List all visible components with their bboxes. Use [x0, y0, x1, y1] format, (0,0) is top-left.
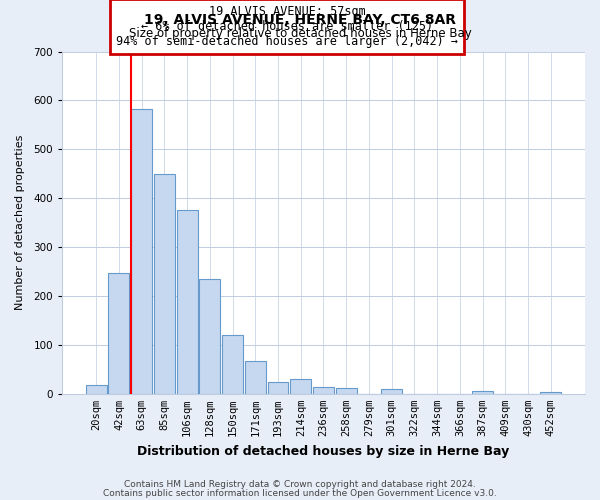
Text: Size of property relative to detached houses in Herne Bay: Size of property relative to detached ho… [128, 28, 472, 40]
Bar [268, 382, 289, 394]
Bar [199, 279, 220, 394]
Bar [176, 210, 197, 394]
Text: 19 ALVIS AVENUE: 57sqm
← 6% of detached houses are smaller (125)
94% of semi-det: 19 ALVIS AVENUE: 57sqm ← 6% of detached … [116, 5, 458, 48]
Text: Contains HM Land Registry data © Crown copyright and database right 2024.: Contains HM Land Registry data © Crown c… [124, 480, 476, 489]
Bar [245, 361, 266, 394]
Bar [290, 379, 311, 394]
Bar [381, 390, 402, 394]
X-axis label: Distribution of detached houses by size in Herne Bay: Distribution of detached houses by size … [137, 444, 509, 458]
Bar [154, 174, 175, 394]
Y-axis label: Number of detached properties: Number of detached properties [15, 135, 25, 310]
Bar [131, 108, 152, 394]
Bar [541, 392, 561, 394]
Text: 19, ALVIS AVENUE, HERNE BAY, CT6 8AR: 19, ALVIS AVENUE, HERNE BAY, CT6 8AR [144, 12, 456, 26]
Bar [336, 388, 356, 394]
Bar [222, 335, 243, 394]
Bar [109, 273, 130, 394]
Text: Contains public sector information licensed under the Open Government Licence v3: Contains public sector information licen… [103, 488, 497, 498]
Bar [313, 387, 334, 394]
Bar [472, 392, 493, 394]
Bar [86, 385, 107, 394]
